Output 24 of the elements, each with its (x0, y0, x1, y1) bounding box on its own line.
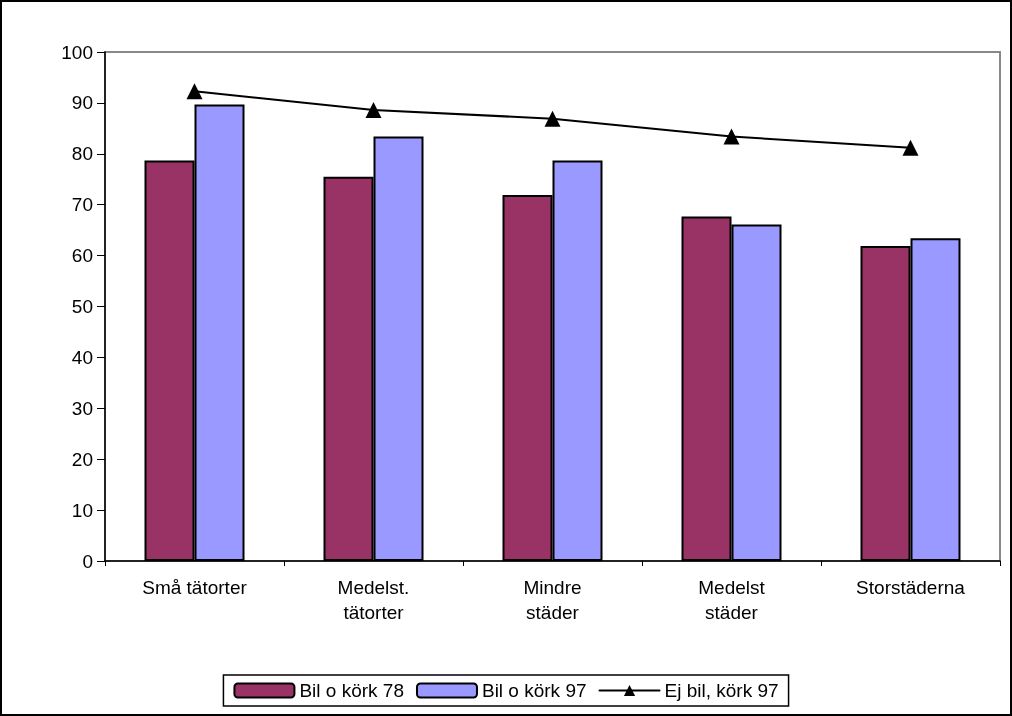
y-tick-label: 50 (71, 296, 93, 317)
x-tick-label: Storstäderna (856, 577, 966, 598)
point (544, 110, 561, 127)
y-tick-label: 70 (71, 194, 93, 216)
y-tick-label: 100 (61, 41, 93, 63)
legend-label: Ej bil, körk 97 (664, 680, 779, 701)
y-tick-label: 40 (71, 346, 93, 368)
x-tick-label: Medelst. tätorter (337, 577, 410, 623)
legend-label: Bil o körk 97 (481, 680, 587, 701)
point (186, 83, 203, 100)
y-tick-label: 80 (71, 143, 93, 165)
point (723, 128, 740, 145)
point (902, 139, 919, 156)
y-tick-label: 0 (82, 550, 93, 572)
y-tick-label: 90 (71, 92, 93, 114)
y-tick-label: 30 (71, 397, 93, 419)
x-tick-label: Mindre städer (523, 577, 582, 623)
y-tick-label: 60 (71, 245, 93, 267)
x-tick-label: Små tätorter (142, 577, 248, 598)
y-tick-label: 10 (71, 499, 93, 521)
point (365, 102, 382, 119)
legend-label: Bil o körk 78 (299, 680, 404, 701)
x-tick-label: Medelst städer (698, 577, 766, 623)
y-tick-label: 20 (71, 448, 93, 470)
